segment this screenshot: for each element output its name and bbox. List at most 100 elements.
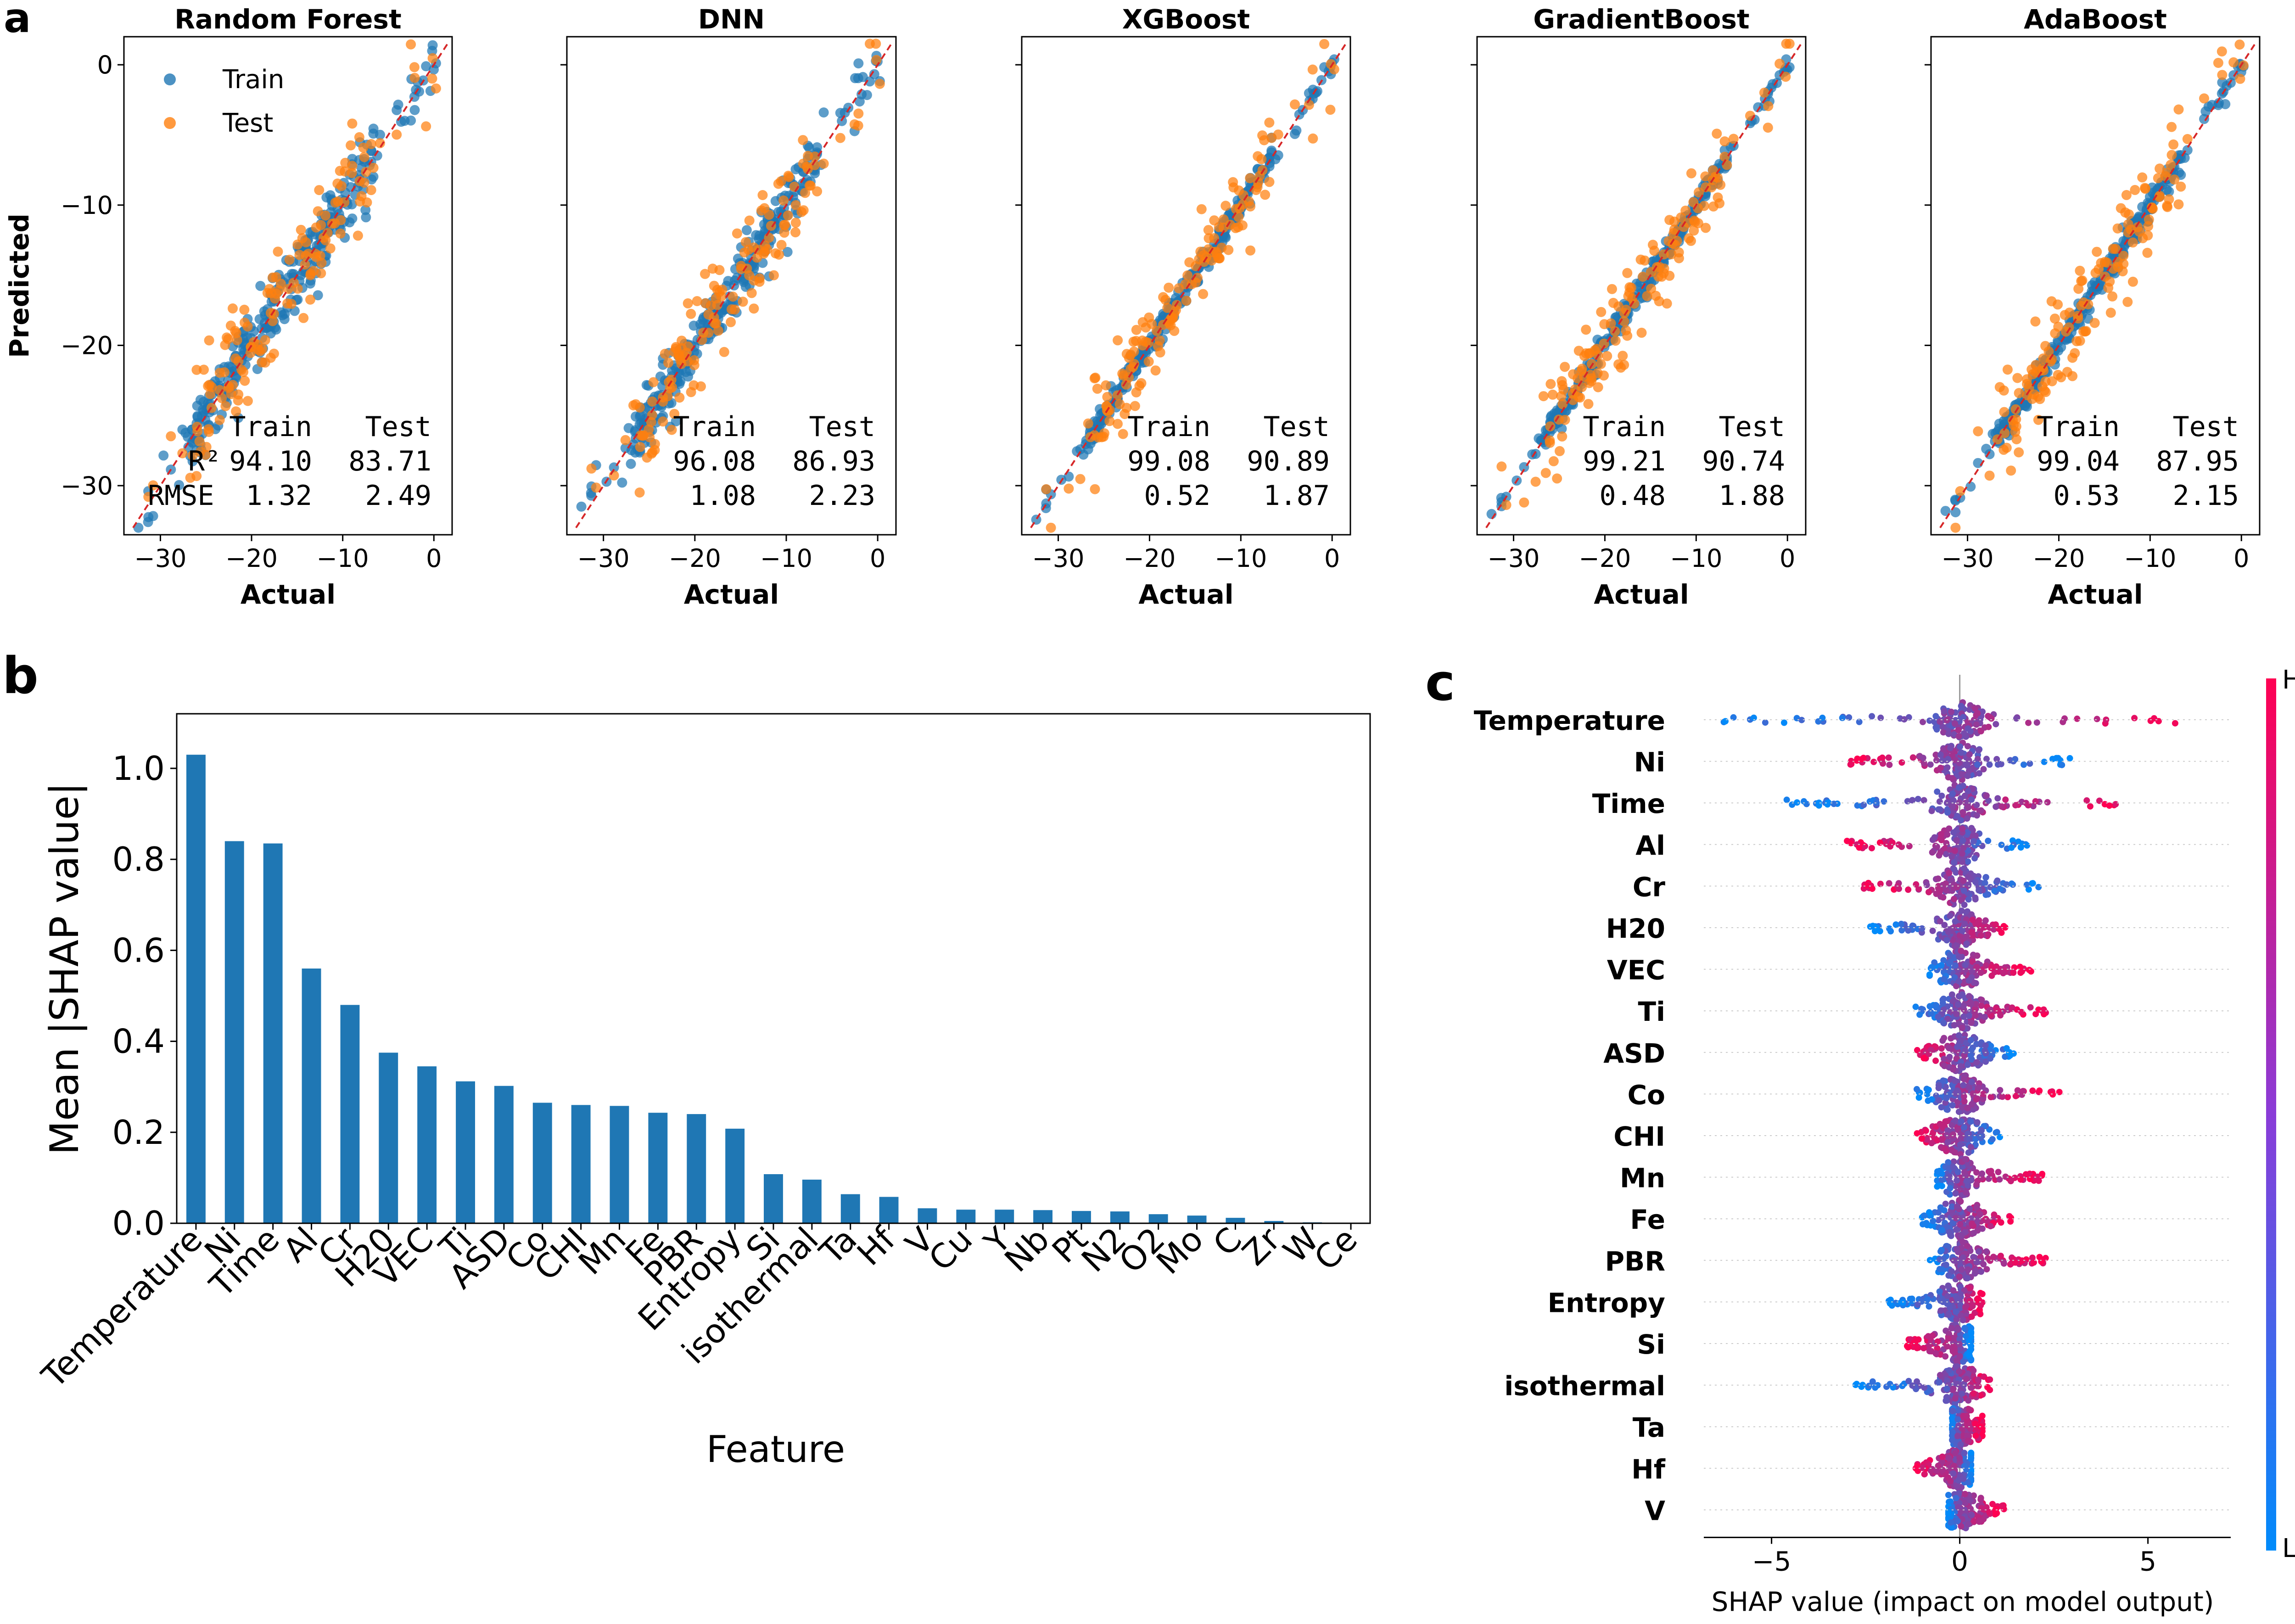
bar-chi	[571, 1105, 591, 1223]
shap-dot	[2049, 1091, 2056, 1098]
scatter-point	[849, 119, 860, 129]
shap-dot	[1975, 747, 1982, 754]
scatter-point	[392, 129, 402, 140]
shap-dot	[1943, 1385, 1950, 1392]
shap-dot	[1919, 925, 1926, 932]
y-tick-label: 0.0	[112, 1204, 165, 1243]
bar-pbr	[687, 1114, 706, 1223]
shap-dot	[1948, 775, 1955, 782]
scatter-point	[1622, 268, 1633, 278]
scatter-point	[2127, 276, 2138, 287]
shap-dot	[1881, 798, 1887, 805]
scatter-point	[409, 62, 420, 73]
scatter-point	[664, 377, 674, 387]
shap-dot	[1982, 917, 1989, 924]
scatter-point	[1203, 225, 1214, 235]
x-tick-label: Nb	[997, 1220, 1057, 1280]
scatter-point	[740, 237, 751, 247]
scatter-point	[1319, 39, 1330, 49]
scatter-point	[133, 522, 144, 533]
shap-dot	[1954, 812, 1960, 819]
scatter-point	[203, 424, 214, 435]
shap-dot	[1991, 887, 1998, 894]
shap-dot	[1899, 1383, 1906, 1389]
scatter-point	[626, 459, 636, 469]
rmse-train: 0.48	[1600, 480, 1666, 512]
scatter-point	[591, 482, 601, 493]
scatter-point	[1090, 372, 1101, 383]
r2-train: 99.04	[2037, 445, 2120, 477]
scatter-point	[143, 517, 153, 527]
scatter-point	[2121, 190, 2132, 200]
shap-dot	[1950, 1066, 1956, 1073]
x-tick-label: −10	[1215, 544, 1267, 573]
scatter-point	[1592, 368, 1603, 378]
shap-dot	[1983, 792, 1990, 799]
shap-dot	[1885, 754, 1892, 761]
scatter-point	[1304, 88, 1314, 98]
scatter-point	[238, 367, 249, 377]
scatter-point	[1083, 418, 1093, 429]
shap-dot	[1935, 875, 1942, 882]
scatter-point	[835, 108, 845, 118]
shap-dot	[2000, 970, 2007, 976]
scatter-point	[1558, 384, 1569, 395]
scatter-point	[798, 135, 808, 146]
scatter-point	[240, 317, 250, 328]
shap-dot	[1953, 1363, 1959, 1370]
scatter-point	[683, 371, 694, 382]
shap-dot	[1953, 837, 1960, 844]
scatter-point	[2011, 421, 2021, 432]
scatter-point	[732, 228, 742, 239]
shap-dot	[1945, 730, 1952, 737]
scatter-point	[183, 431, 193, 442]
shap-dot	[1973, 721, 1980, 728]
scatter-point	[199, 364, 209, 375]
bar-cr	[340, 1005, 360, 1223]
scatter-point	[1557, 431, 1567, 442]
y-tick-label: 0.2	[112, 1113, 165, 1152]
scatter-point	[204, 335, 214, 346]
scatter-point	[191, 364, 202, 375]
scatter-point	[2153, 173, 2163, 184]
scatter-point	[709, 318, 720, 329]
scatter-point	[703, 328, 714, 338]
shap-dot	[1863, 882, 1870, 889]
scatter-point	[692, 296, 702, 306]
scatter-point	[869, 69, 879, 79]
rmse-train: 0.52	[1144, 480, 1211, 512]
scatter-point	[782, 246, 793, 257]
scatter-point	[818, 107, 829, 118]
shap-dot	[1997, 1253, 2004, 1260]
shap-dot	[1937, 834, 1944, 841]
shap-dot	[2035, 884, 2042, 890]
bar-cu	[956, 1210, 976, 1223]
scatter-point	[1712, 129, 1722, 139]
shap-dot	[1946, 1053, 1953, 1060]
scatter-point	[2120, 207, 2131, 218]
shap-dot	[1944, 1106, 1951, 1113]
shap-dot	[2020, 1088, 2026, 1095]
shap-dot	[1950, 1257, 1957, 1264]
shap-dot	[2023, 881, 2030, 888]
scatter-point	[1591, 344, 1602, 354]
scatter-point	[1104, 416, 1115, 426]
scatter-point	[754, 276, 765, 287]
shap-dot	[1922, 1127, 1929, 1134]
shap-dot	[1958, 947, 1965, 954]
shap-dot	[2029, 1087, 2036, 1094]
shap-dot	[1999, 1093, 2006, 1100]
scatter-point	[783, 210, 793, 221]
shap-dot	[1983, 1248, 1990, 1255]
scatter-point	[818, 158, 829, 169]
shap-dot	[1998, 761, 2004, 767]
y-tick-label: −30	[61, 471, 113, 500]
bar-mo	[1187, 1215, 1207, 1223]
shap-dot	[1967, 1144, 1974, 1150]
shap-dot	[1947, 745, 1954, 751]
shap-dot	[1942, 1146, 1948, 1153]
scatter-point	[1722, 160, 1732, 170]
scatter-point	[1554, 414, 1564, 425]
bar-entropy	[725, 1128, 745, 1223]
shap-dot	[1914, 795, 1921, 802]
